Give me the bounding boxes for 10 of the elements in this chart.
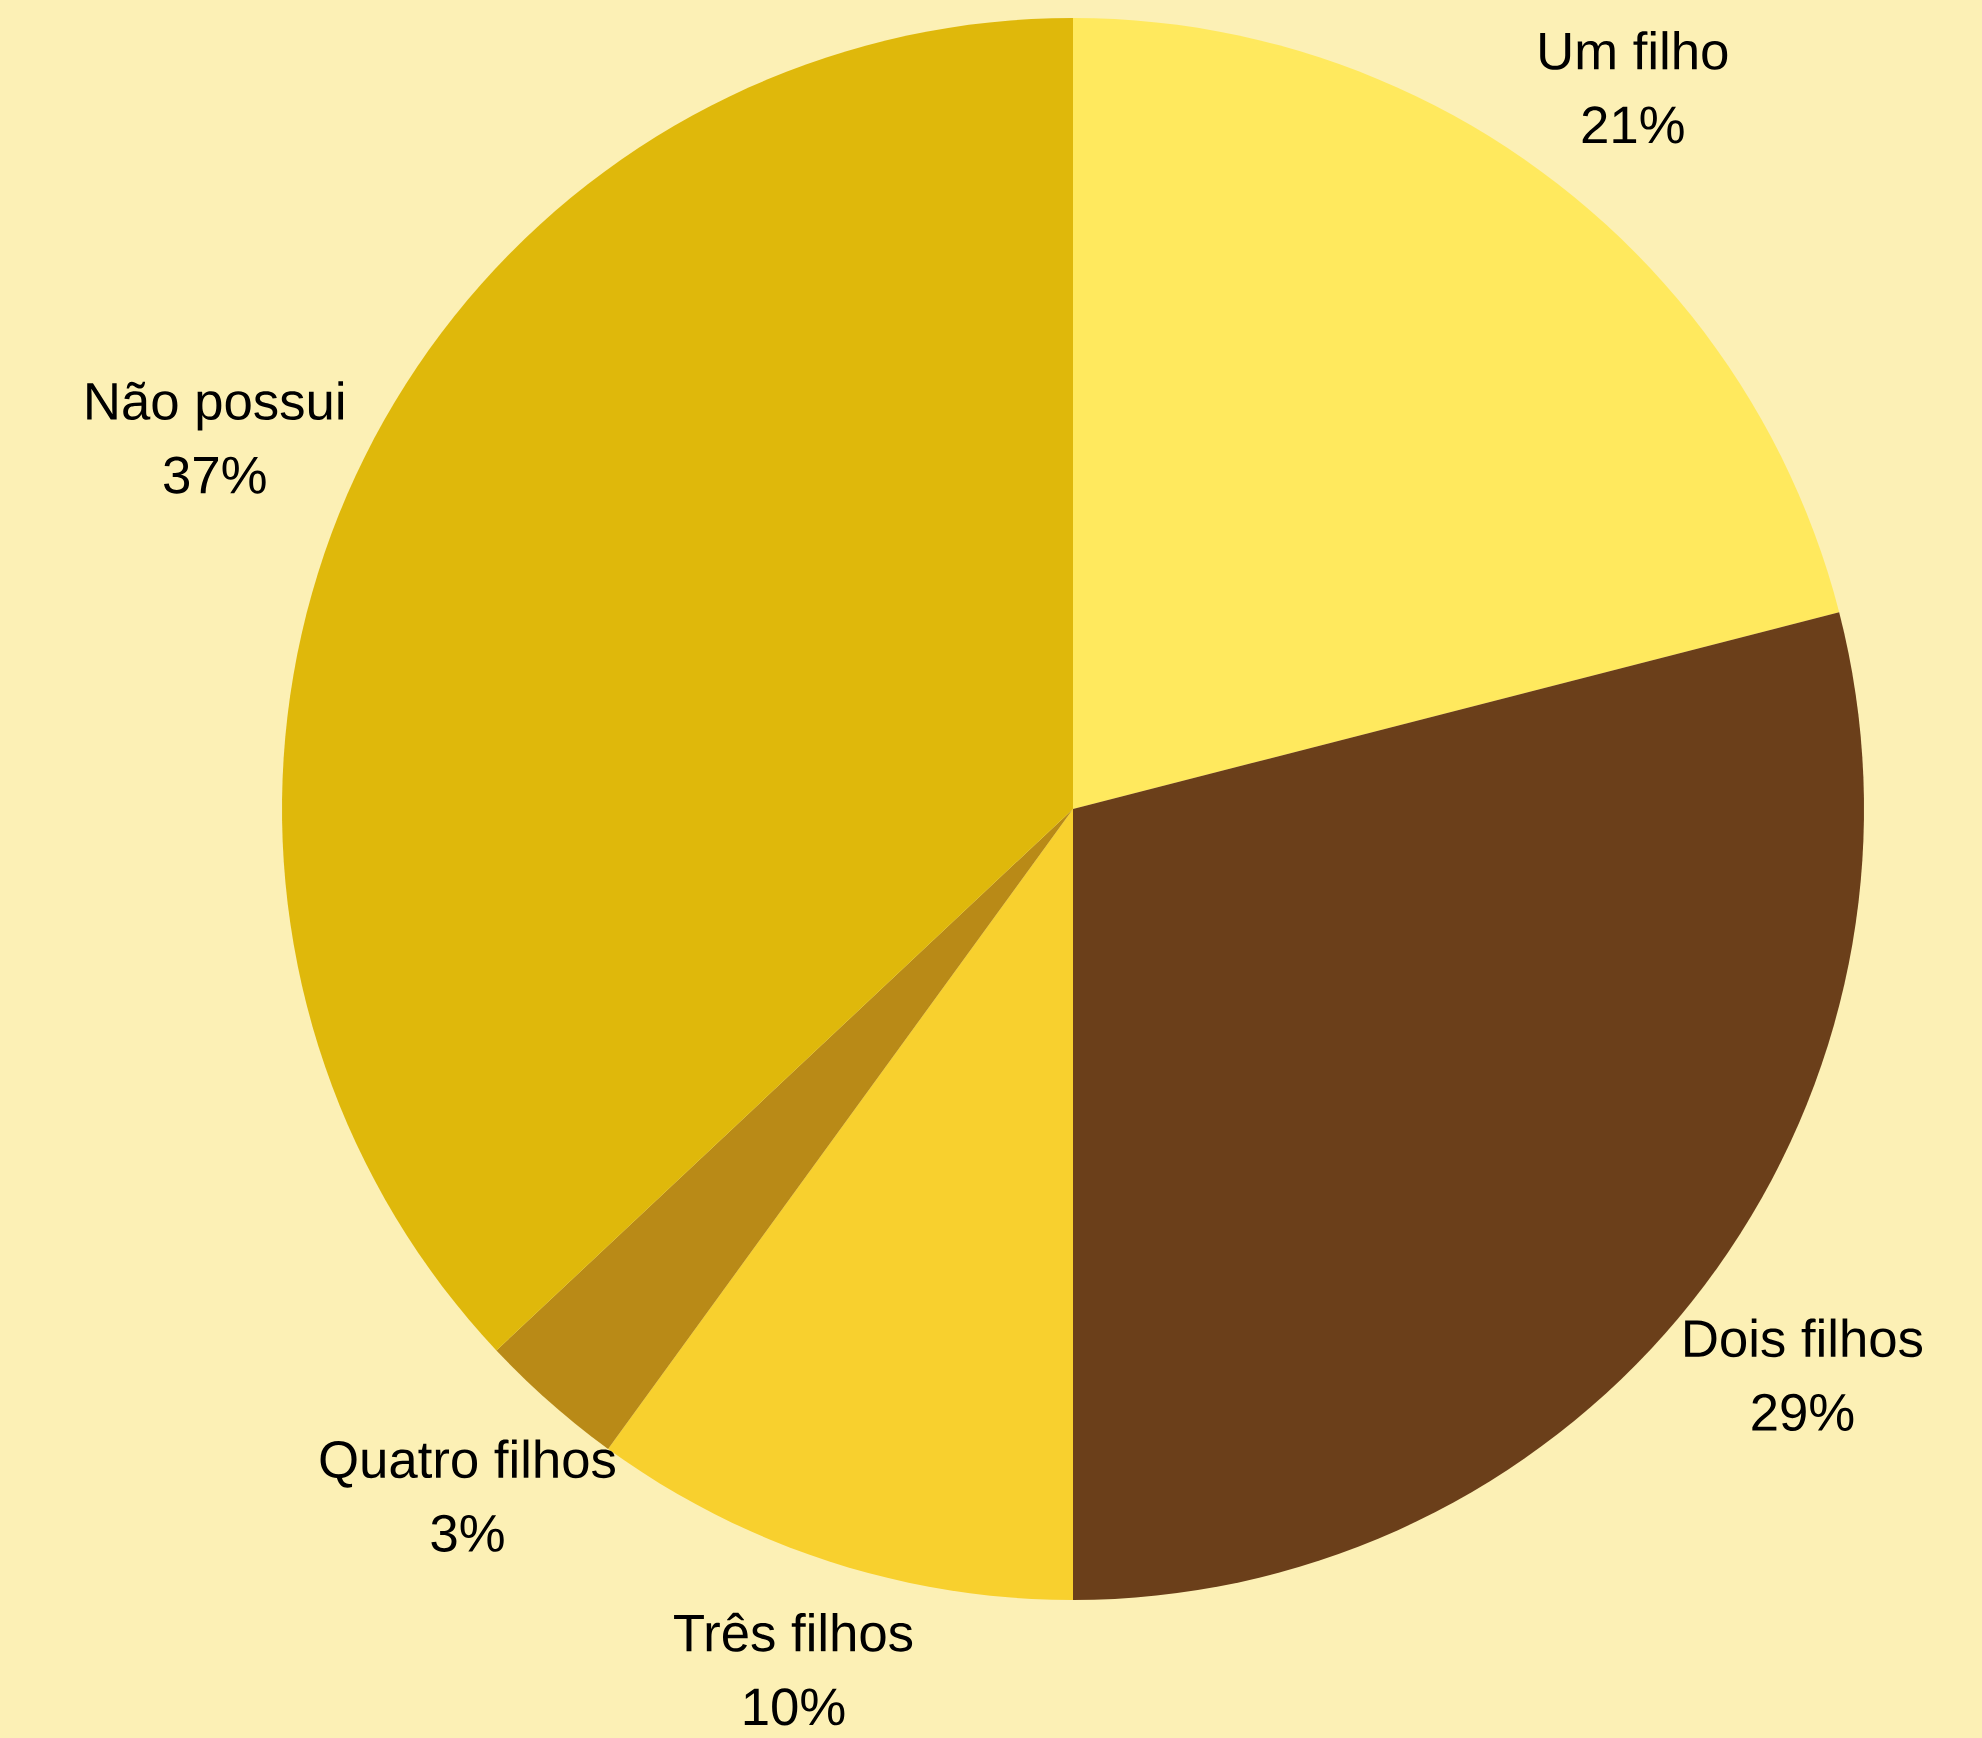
slice-label: Três filhos: [674, 1612, 913, 1652]
slice-label: Um filho: [1540, 31, 1728, 70]
data-label: 10%: [744, 1688, 845, 1726]
data-label: 37%: [164, 456, 266, 494]
slice-label: Dois filhos: [1685, 1318, 1923, 1358]
data-label: 3%: [431, 1514, 504, 1553]
slice-label: Não possui: [87, 381, 344, 431]
data-label: 21%: [1582, 106, 1684, 144]
slice-label: Quatro filhos: [320, 1439, 615, 1488]
data-label: 29%: [1752, 1393, 1854, 1432]
